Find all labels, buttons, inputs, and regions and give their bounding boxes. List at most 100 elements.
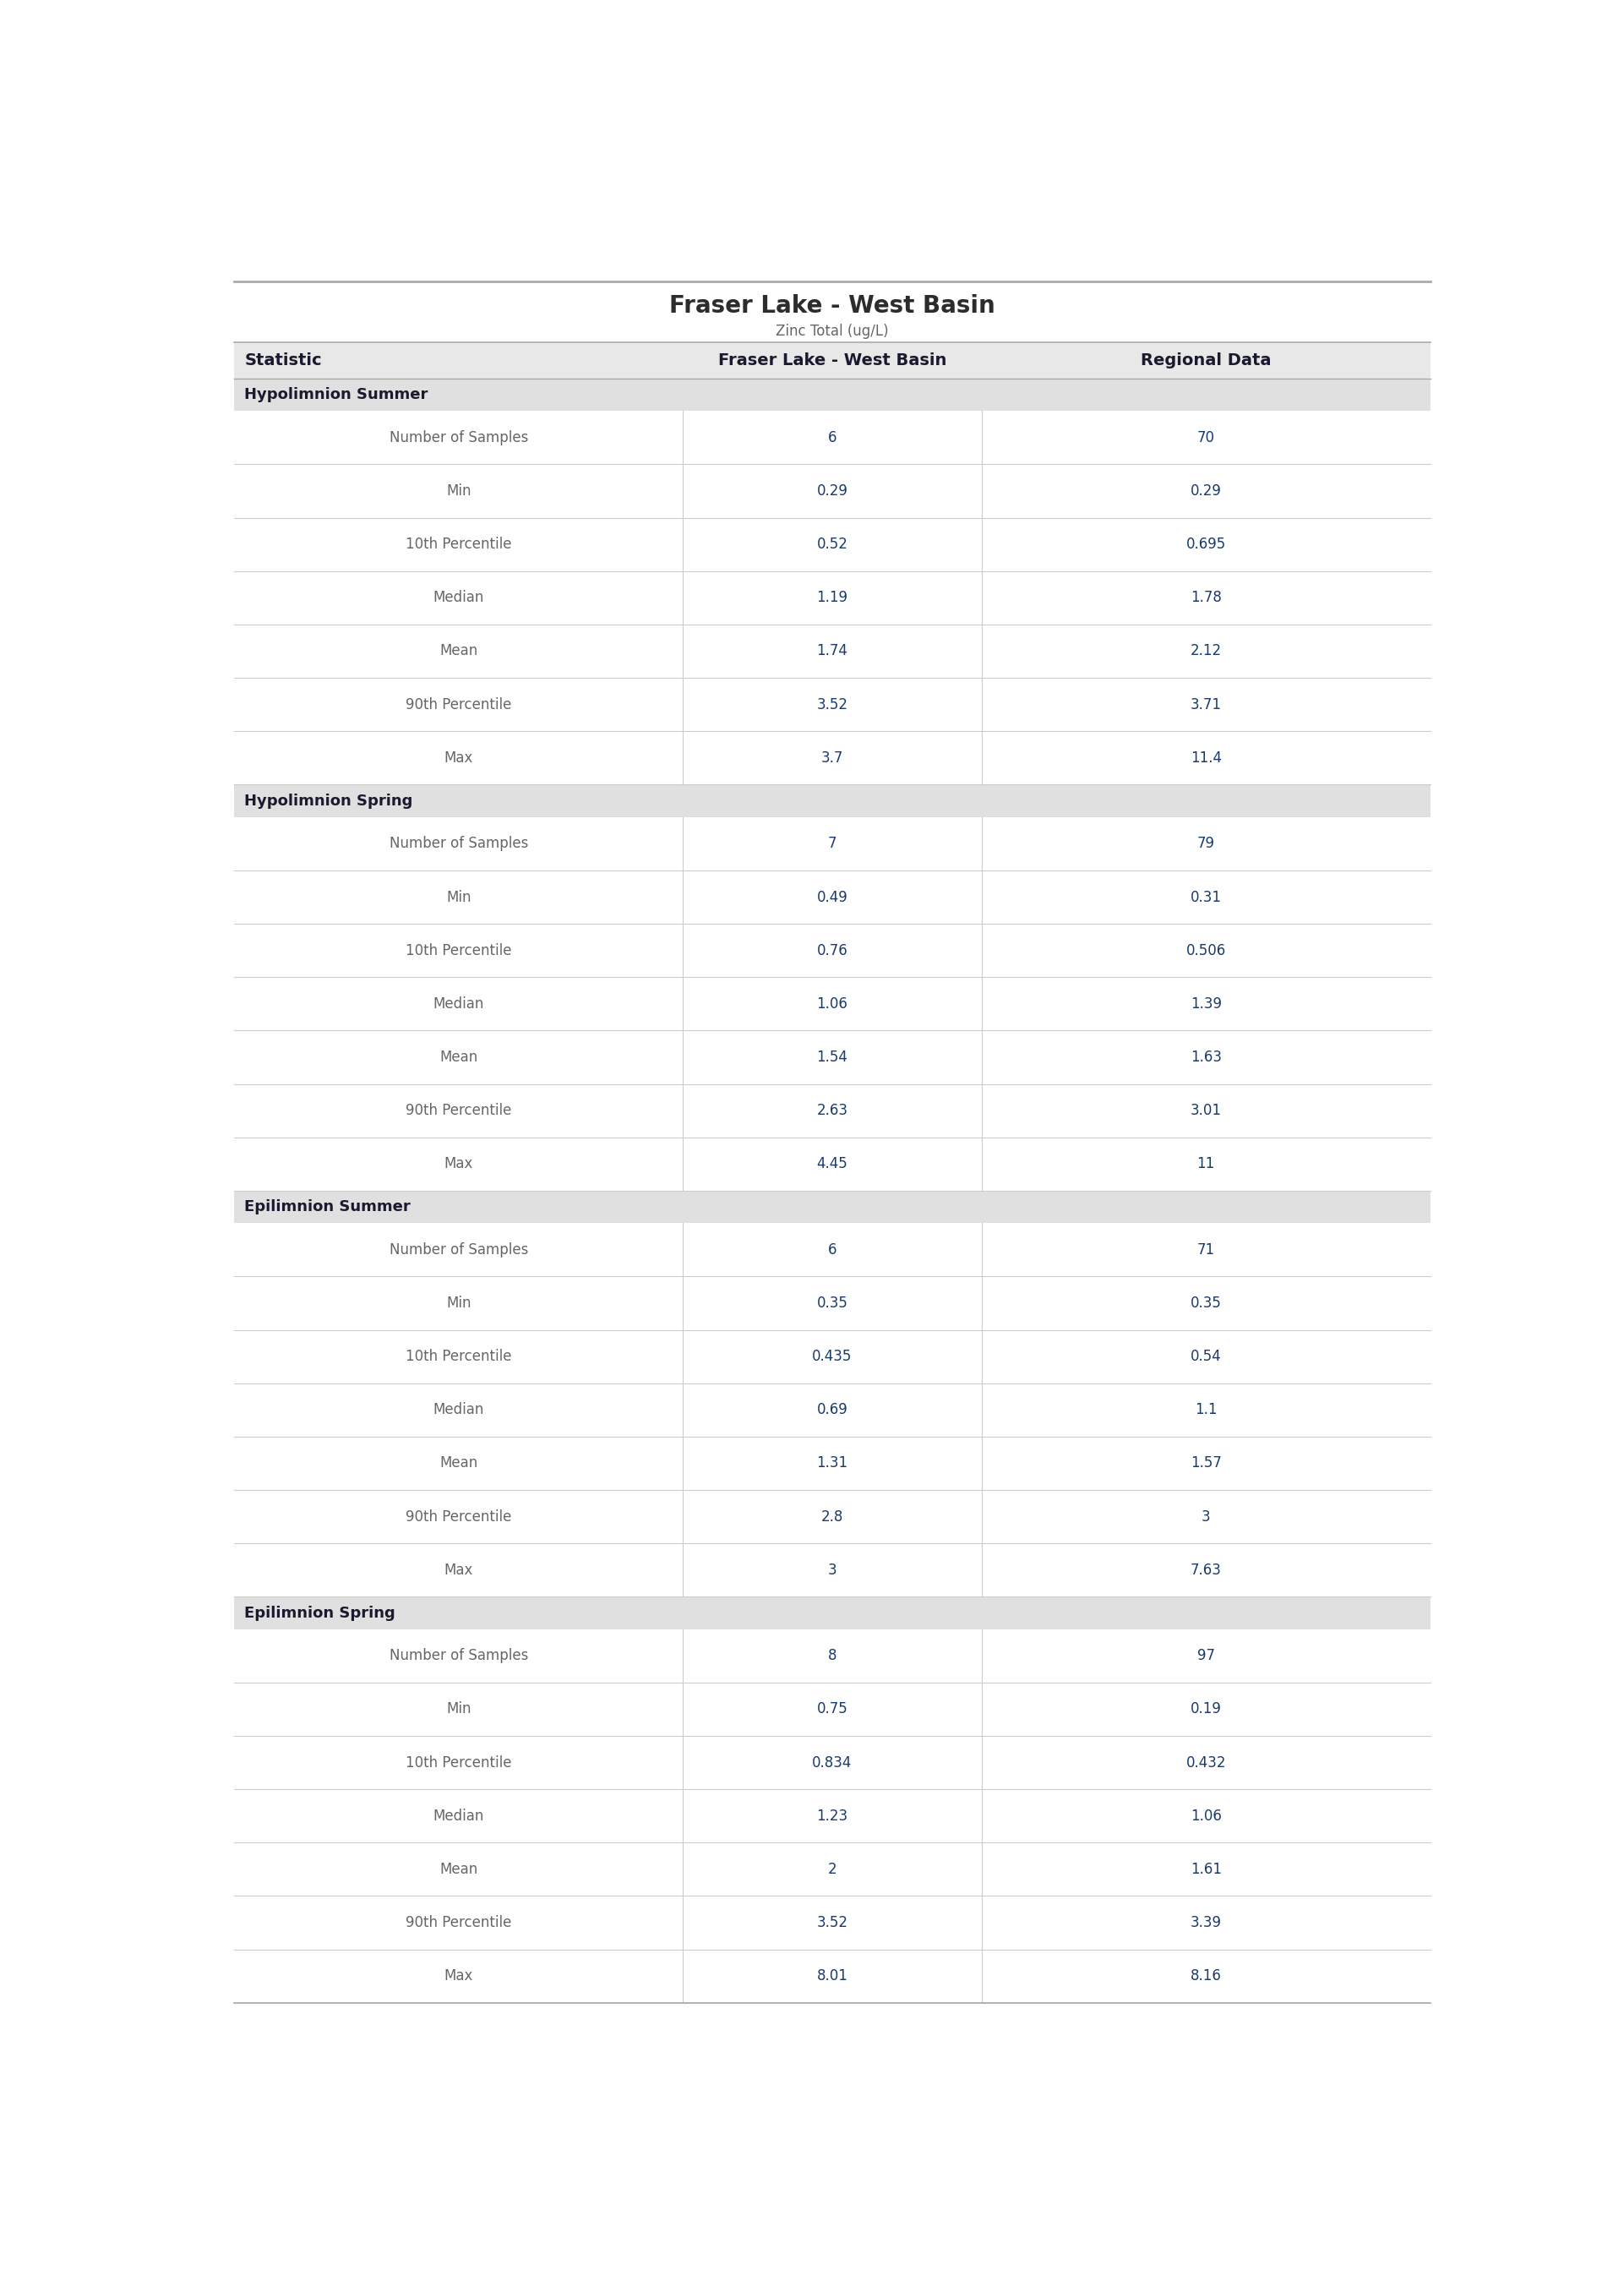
Text: 3.01: 3.01 <box>1190 1103 1221 1119</box>
Bar <box>234 1137 1431 1189</box>
Text: 1.06: 1.06 <box>1190 1809 1221 1823</box>
Text: 3.71: 3.71 <box>1190 697 1221 713</box>
Bar <box>234 465 1431 518</box>
Text: 1.23: 1.23 <box>817 1809 848 1823</box>
Bar <box>234 624 1431 679</box>
Text: 90th Percentile: 90th Percentile <box>406 1916 512 1930</box>
Text: 0.76: 0.76 <box>817 942 848 958</box>
Text: 6: 6 <box>828 1242 836 1258</box>
Text: 0.49: 0.49 <box>817 890 848 906</box>
Text: 1.19: 1.19 <box>817 590 848 606</box>
Bar <box>234 1437 1431 1489</box>
Text: 0.695: 0.695 <box>1186 536 1226 552</box>
Text: 79: 79 <box>1197 835 1215 851</box>
Text: 3: 3 <box>1202 1510 1210 1523</box>
Text: 2.8: 2.8 <box>822 1510 843 1523</box>
Text: 0.54: 0.54 <box>1190 1348 1221 1364</box>
Text: 90th Percentile: 90th Percentile <box>406 697 512 713</box>
Text: Mean: Mean <box>440 642 477 658</box>
Bar <box>234 1630 1431 1682</box>
Text: Mean: Mean <box>440 1861 477 1877</box>
Text: 3.7: 3.7 <box>822 751 843 765</box>
Text: Max: Max <box>443 1968 473 1984</box>
Text: 4.45: 4.45 <box>817 1155 848 1171</box>
Bar <box>234 1489 1431 1544</box>
Text: 10th Percentile: 10th Percentile <box>406 942 512 958</box>
Text: Median: Median <box>434 997 484 1012</box>
Text: 1.31: 1.31 <box>817 1455 848 1471</box>
Text: Fraser Lake - West Basin: Fraser Lake - West Basin <box>669 295 996 318</box>
Bar <box>234 731 1431 785</box>
Text: 10th Percentile: 10th Percentile <box>406 1348 512 1364</box>
Text: 2.63: 2.63 <box>817 1103 848 1119</box>
Bar <box>234 1189 1431 1224</box>
Text: 8.16: 8.16 <box>1190 1968 1221 1984</box>
Bar <box>234 1276 1431 1330</box>
Bar <box>234 572 1431 624</box>
Text: Min: Min <box>447 890 471 906</box>
Text: Min: Min <box>447 1296 471 1310</box>
Bar <box>234 1789 1431 1843</box>
Text: 1.1: 1.1 <box>1195 1403 1216 1416</box>
Bar <box>234 1737 1431 1789</box>
Text: 1.78: 1.78 <box>1190 590 1221 606</box>
Text: 10th Percentile: 10th Percentile <box>406 536 512 552</box>
Text: 70: 70 <box>1197 429 1215 445</box>
Text: Epilimnion Summer: Epilimnion Summer <box>245 1199 411 1214</box>
Bar <box>234 1382 1431 1437</box>
Text: 0.29: 0.29 <box>1190 484 1221 499</box>
Text: Hypolimnion Spring: Hypolimnion Spring <box>245 792 412 808</box>
Text: Number of Samples: Number of Samples <box>390 1648 528 1664</box>
Text: 0.834: 0.834 <box>812 1755 853 1771</box>
Bar <box>234 1083 1431 1137</box>
Text: 1.54: 1.54 <box>817 1049 848 1065</box>
Text: 3.52: 3.52 <box>817 697 848 713</box>
Text: Mean: Mean <box>440 1049 477 1065</box>
Text: 1.61: 1.61 <box>1190 1861 1221 1877</box>
Text: 0.435: 0.435 <box>812 1348 853 1364</box>
Bar <box>234 411 1431 465</box>
Text: Mean: Mean <box>440 1455 477 1471</box>
Text: 7.63: 7.63 <box>1190 1562 1221 1578</box>
Text: Number of Samples: Number of Samples <box>390 429 528 445</box>
Text: 0.69: 0.69 <box>817 1403 848 1416</box>
Bar <box>234 976 1431 1031</box>
Text: 0.31: 0.31 <box>1190 890 1221 906</box>
Text: 0.29: 0.29 <box>817 484 848 499</box>
Text: 1.39: 1.39 <box>1190 997 1221 1012</box>
Text: 8: 8 <box>828 1648 836 1664</box>
Bar <box>234 518 1431 572</box>
Text: Number of Samples: Number of Samples <box>390 1242 528 1258</box>
Bar <box>234 1596 1431 1630</box>
Text: Median: Median <box>434 1403 484 1416</box>
Bar <box>234 924 1431 976</box>
Bar <box>234 1031 1431 1083</box>
Text: Max: Max <box>443 1562 473 1578</box>
Text: Max: Max <box>443 751 473 765</box>
Text: 0.35: 0.35 <box>817 1296 848 1310</box>
Text: 90th Percentile: 90th Percentile <box>406 1103 512 1119</box>
Text: 0.432: 0.432 <box>1186 1755 1226 1771</box>
Text: 0.19: 0.19 <box>1190 1702 1221 1716</box>
Text: Epilimnion Spring: Epilimnion Spring <box>245 1605 396 1621</box>
Text: 8.01: 8.01 <box>817 1968 848 1984</box>
Bar <box>234 1682 1431 1737</box>
Text: 2: 2 <box>828 1861 836 1877</box>
Text: 71: 71 <box>1197 1242 1215 1258</box>
Bar <box>234 1330 1431 1382</box>
Text: 1.74: 1.74 <box>817 642 848 658</box>
Text: Fraser Lake - West Basin: Fraser Lake - West Basin <box>718 352 947 368</box>
Text: 0.506: 0.506 <box>1186 942 1226 958</box>
Text: 7: 7 <box>828 835 836 851</box>
Text: 6: 6 <box>828 429 836 445</box>
Bar <box>234 1843 1431 1895</box>
Text: Number of Samples: Number of Samples <box>390 835 528 851</box>
Bar <box>234 1950 1431 2002</box>
Text: 3.52: 3.52 <box>817 1916 848 1930</box>
Text: 11.4: 11.4 <box>1190 751 1221 765</box>
Text: 0.35: 0.35 <box>1190 1296 1221 1310</box>
Text: Min: Min <box>447 1702 471 1716</box>
Text: Regional Data: Regional Data <box>1140 352 1272 368</box>
Bar <box>234 785 1431 817</box>
Text: Median: Median <box>434 1809 484 1823</box>
